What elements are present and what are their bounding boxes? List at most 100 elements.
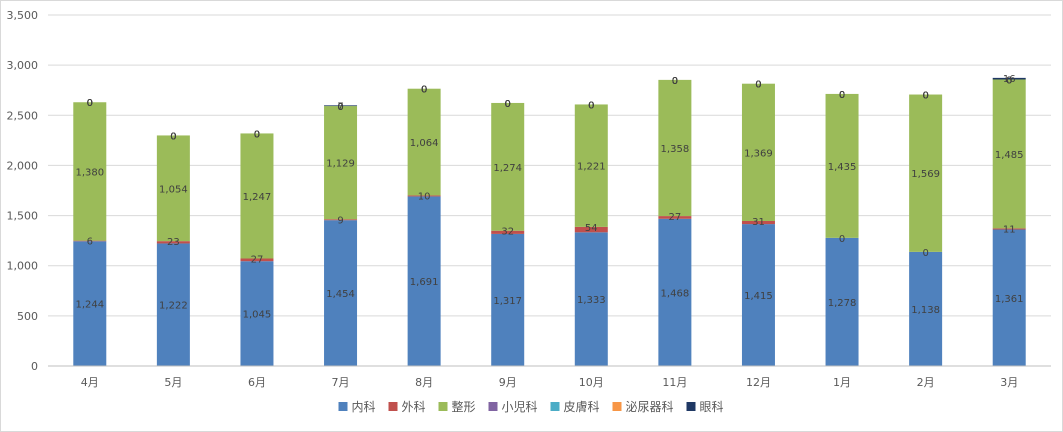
data-label: 1,244 <box>75 300 104 311</box>
data-label: 1,129 <box>326 159 355 170</box>
data-label: 1,691 <box>410 277 439 288</box>
data-label: 32 <box>501 227 514 238</box>
bar-segment <box>407 196 441 366</box>
bar-segment <box>574 232 608 366</box>
data-label: 0 <box>839 234 845 245</box>
data-label: 1,454 <box>326 289 355 300</box>
bar-segment <box>73 241 107 366</box>
bar-segment <box>156 241 190 244</box>
x-tick-label: 1月 <box>833 376 851 389</box>
data-label: 1,054 <box>159 184 188 195</box>
data-label: 1,138 <box>911 305 940 316</box>
bar-segment <box>324 105 358 107</box>
legend: 内科 外科 整形 小児科 皮膚科 泌尿器科 眼科 <box>338 399 724 414</box>
data-label: 10 <box>418 191 431 202</box>
data-label: 0 <box>672 76 678 87</box>
data-label: 0 <box>839 90 845 101</box>
data-label: 16 <box>1003 74 1016 85</box>
legend-label: 皮膚科 <box>564 399 600 414</box>
legend-label: 小児科 <box>502 400 538 414</box>
data-label: 1,361 <box>995 294 1024 305</box>
x-tick-label: 8月 <box>415 376 433 389</box>
data-label: 0 <box>672 76 678 87</box>
data-label: 1,222 <box>159 301 188 312</box>
y-tick-label: 2,500 <box>7 109 39 122</box>
legend-label: 内科 <box>352 400 376 414</box>
bar-segment <box>73 102 107 241</box>
data-label: 31 <box>752 217 765 228</box>
data-label: 1,468 <box>661 288 690 299</box>
bar-segment <box>992 79 1026 229</box>
bar-segment <box>658 79 692 217</box>
legend-label: 泌尿器科 <box>626 400 674 414</box>
data-label: 0 <box>755 80 761 91</box>
bar-segment <box>574 226 608 233</box>
data-label: 54 <box>585 223 598 234</box>
y-tick-label: 2,000 <box>7 159 39 172</box>
data-label: 1,435 <box>828 162 857 173</box>
data-label: 0 <box>421 85 427 96</box>
x-tick-label: 11月 <box>662 376 687 389</box>
x-tick-label: 3月 <box>1000 376 1018 389</box>
bar-segment <box>156 243 190 366</box>
data-label: 0 <box>337 102 343 113</box>
bar-segment <box>825 237 859 366</box>
data-label: 0 <box>839 90 845 101</box>
y-tick-label: 3,000 <box>7 59 39 72</box>
data-label: 1,274 <box>493 163 522 174</box>
data-label: 0 <box>505 99 511 110</box>
data-label: 0 <box>505 99 511 110</box>
bar-segment <box>324 106 358 220</box>
y-tick-label: 1,500 <box>7 210 39 223</box>
y-tick-label: 3,500 <box>7 9 39 22</box>
bars <box>73 77 1026 366</box>
bar-segment <box>658 218 692 366</box>
data-label: 1,247 <box>243 192 272 203</box>
data-label: 0 <box>254 129 260 140</box>
data-label: 27 <box>251 254 264 265</box>
data-label: 0 <box>1006 75 1012 86</box>
bar-segment <box>574 104 608 227</box>
data-label: 9 <box>337 215 343 226</box>
data-label: 1,221 <box>577 162 606 173</box>
data-label: 1,380 <box>75 167 104 178</box>
data-label: 0 <box>922 91 928 102</box>
x-tick-label: 4月 <box>81 376 99 389</box>
data-label: 0 <box>588 100 594 111</box>
y-tick-label: 500 <box>17 310 38 323</box>
legend-label: 眼科 <box>700 400 724 414</box>
data-label: 0 <box>1006 75 1012 86</box>
legend-label: 整形 <box>452 399 476 414</box>
bar-segment <box>658 216 692 219</box>
legend-label: 外科 <box>402 400 426 414</box>
bar-segment <box>407 195 441 197</box>
bar-segment <box>992 229 1026 366</box>
data-label: 0 <box>505 99 511 110</box>
data-label: 0 <box>1006 75 1012 86</box>
data-label: 6 <box>87 237 93 248</box>
data-label: 1,569 <box>911 169 940 180</box>
data-label: 0 <box>87 98 93 109</box>
bar-segment <box>909 251 943 366</box>
bar-segment <box>240 261 274 366</box>
data-label: 0 <box>755 80 761 91</box>
data-label: 0 <box>170 131 176 142</box>
data-label: 0 <box>421 85 427 96</box>
data-label: 0 <box>170 131 176 142</box>
data-label: 0 <box>672 76 678 87</box>
bar-segment <box>741 83 775 221</box>
data-label: 0 <box>922 91 928 102</box>
data-label: 0 <box>839 90 845 101</box>
bar-segment <box>741 220 775 225</box>
data-label: 0 <box>87 98 93 109</box>
data-label: 0 <box>922 248 928 259</box>
data-label: 0 <box>421 85 427 96</box>
bar-segment <box>491 230 525 234</box>
data-label: 0 <box>421 85 427 96</box>
data-label: 0 <box>254 129 260 140</box>
bar-segment <box>909 94 943 252</box>
data-label: 0 <box>922 91 928 102</box>
bar-segment <box>324 220 358 366</box>
data-label: 0 <box>922 91 928 102</box>
